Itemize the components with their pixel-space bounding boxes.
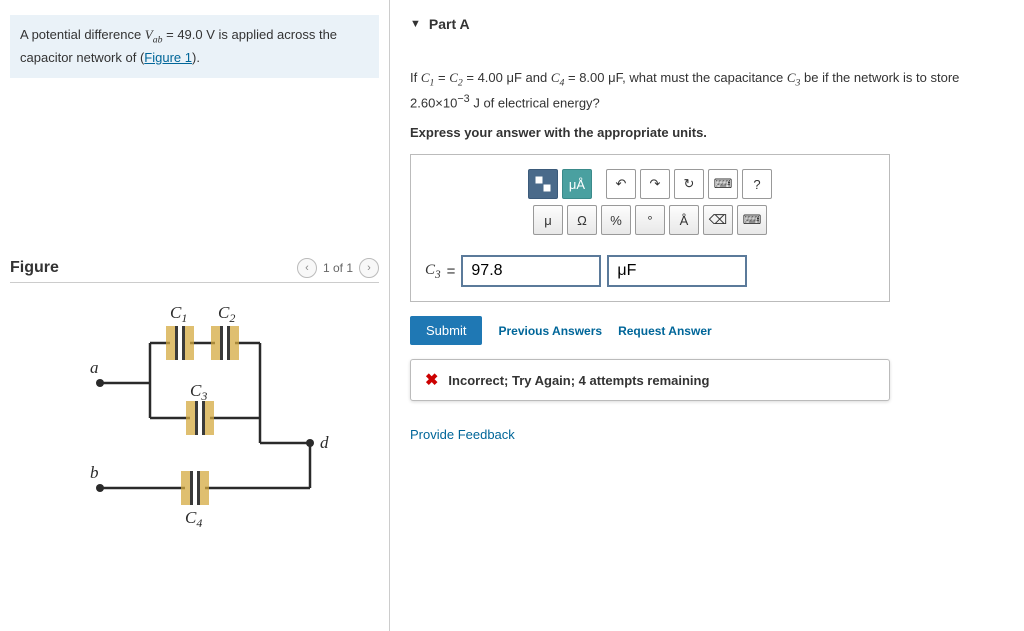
figure-title: Figure	[10, 259, 59, 277]
units-button[interactable]: μÅ	[562, 169, 592, 199]
question-text: If C1 = C2 = 4.00 μF and C4 = 8.00 μF, w…	[410, 68, 1004, 113]
instruction-text: Express your answer with the appropriate…	[410, 125, 1004, 140]
svg-text:C1: C1	[170, 303, 187, 325]
figure-next-button[interactable]: ›	[359, 258, 379, 278]
error-icon: ✖	[425, 370, 438, 390]
fraction-button[interactable]	[528, 169, 558, 199]
submit-button[interactable]: Submit	[410, 316, 482, 345]
svg-text:C3: C3	[190, 381, 207, 403]
svg-text:a: a	[90, 358, 99, 377]
angstrom-button[interactable]: Å	[669, 205, 699, 235]
reset-button[interactable]: ↻	[674, 169, 704, 199]
collapse-icon: ▼	[410, 18, 421, 30]
request-answer-link[interactable]: Request Answer	[618, 324, 712, 338]
circuit-figure: a b d C1 C2 C3 C4	[10, 298, 379, 528]
svg-text:C2: C2	[218, 303, 235, 325]
percent-button[interactable]: %	[601, 205, 631, 235]
problem-statement: A potential difference Vab = 49.0 V is a…	[10, 15, 379, 78]
svg-text:b: b	[90, 463, 99, 482]
unit-input[interactable]	[607, 255, 747, 287]
value-input[interactable]	[461, 255, 601, 287]
answer-variable: C3	[425, 262, 441, 281]
equals-label: =	[447, 263, 456, 280]
keyboard2-button[interactable]: ⌨	[737, 205, 767, 235]
provide-feedback-link[interactable]: Provide Feedback	[410, 427, 1004, 442]
help-button[interactable]: ?	[742, 169, 772, 199]
mu-button[interactable]: μ	[533, 205, 563, 235]
undo-button[interactable]: ↶	[606, 169, 636, 199]
redo-button[interactable]: ↷	[640, 169, 670, 199]
part-header[interactable]: ▼ Part A	[410, 10, 1004, 38]
keyboard-button[interactable]: ⌨	[708, 169, 738, 199]
figure-link[interactable]: Figure 1	[144, 50, 192, 65]
figure-page-indicator: 1 of 1	[323, 261, 353, 275]
svg-text:C4: C4	[185, 508, 202, 528]
figure-prev-button[interactable]: ‹	[297, 258, 317, 278]
feedback-message: ✖ Incorrect; Try Again; 4 attempts remai…	[410, 359, 890, 401]
previous-answers-link[interactable]: Previous Answers	[498, 324, 602, 338]
omega-button[interactable]: Ω	[567, 205, 597, 235]
svg-text:d: d	[320, 433, 329, 452]
answer-box: μÅ ↶ ↷ ↻ ⌨ ? μ Ω % ° Å ⌫ ⌨ C3 =	[410, 154, 890, 302]
degree-button[interactable]: °	[635, 205, 665, 235]
backspace-button[interactable]: ⌫	[703, 205, 733, 235]
